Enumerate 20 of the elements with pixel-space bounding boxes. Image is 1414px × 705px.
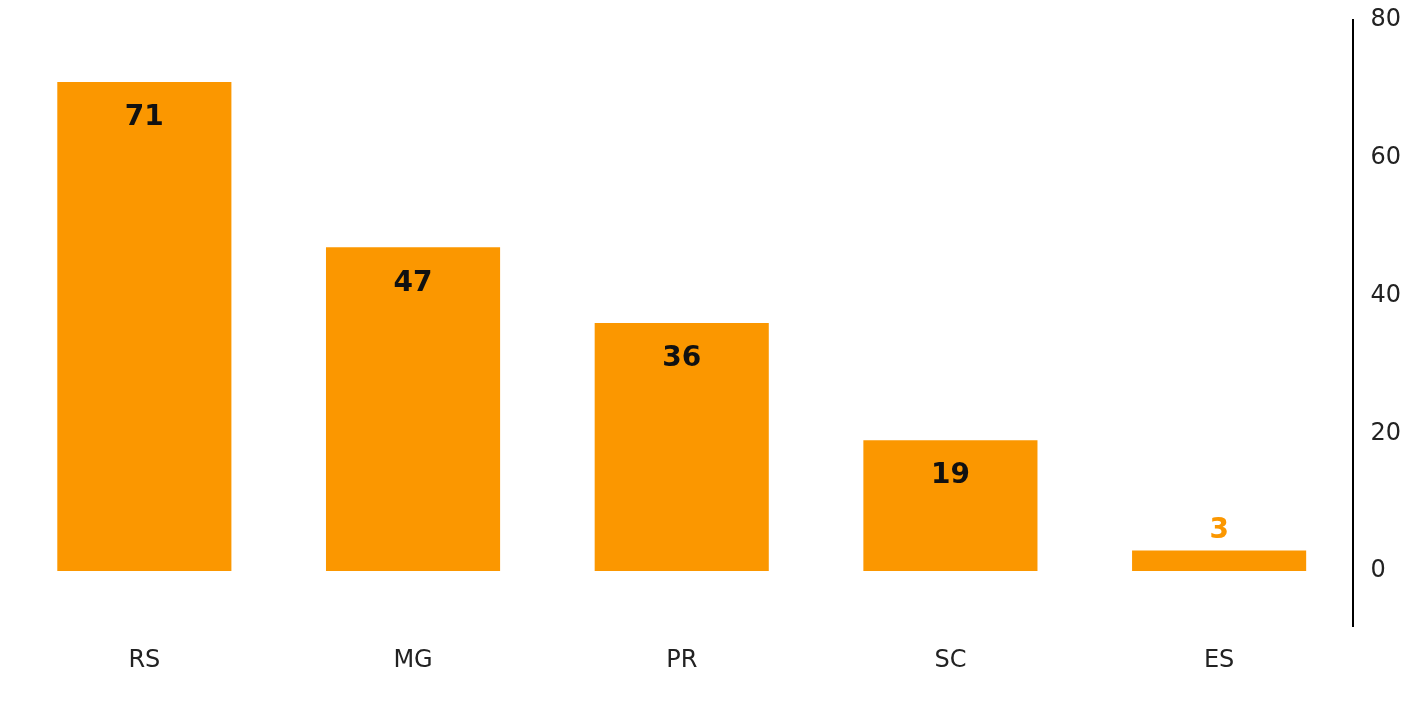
- y-tick-label: 80: [1370, 4, 1402, 33]
- data-label: 19: [930, 457, 970, 491]
- x-tick-label: SC: [934, 644, 967, 673]
- data-label: 71: [124, 99, 164, 133]
- y-tick-label: 0: [1370, 555, 1386, 584]
- data-label: 36: [662, 340, 702, 374]
- bar: [325, 247, 501, 572]
- bar: [863, 440, 1038, 572]
- bar: [594, 323, 769, 572]
- bar: [1132, 550, 1307, 572]
- y-tick-label: 40: [1370, 279, 1402, 308]
- bar: [57, 82, 232, 572]
- data-label: 47: [393, 264, 433, 298]
- x-tick-label: ES: [1203, 644, 1235, 673]
- data-label: 3: [1209, 511, 1229, 545]
- x-tick-label: PR: [666, 644, 698, 673]
- y-tick-label: 20: [1370, 417, 1402, 446]
- y-tick-label: 60: [1370, 142, 1402, 171]
- x-tick-label: RS: [128, 644, 161, 673]
- x-tick-label: MG: [393, 644, 433, 673]
